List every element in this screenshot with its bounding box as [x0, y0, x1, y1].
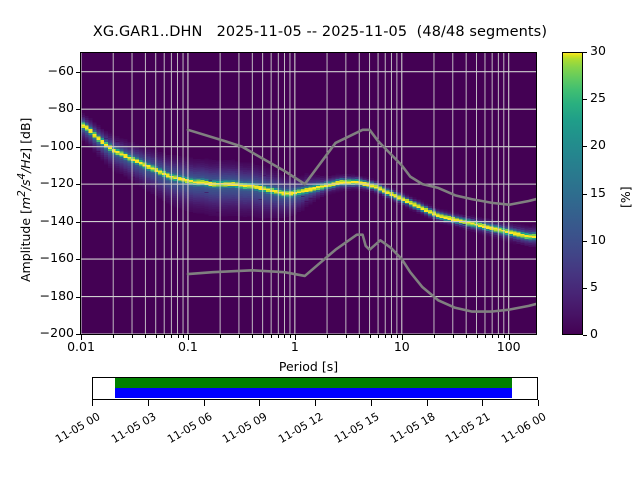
- y-tick-label: −120: [39, 175, 74, 191]
- x-tick-mark: [345, 335, 347, 338]
- y-tick-label: −180: [39, 287, 74, 303]
- y-tick-mark: [76, 184, 80, 186]
- y-tick-mark: [76, 259, 80, 261]
- x-tick-mark: [369, 335, 371, 338]
- x-tick-mark: [378, 335, 380, 338]
- x-tick-mark: [271, 335, 273, 338]
- colorbar-tick-label: 0: [590, 326, 598, 341]
- x-tick-mark: [164, 335, 166, 338]
- x-tick-mark: [484, 335, 486, 338]
- y-tick-mark: [76, 221, 80, 223]
- y-tick-label: −100: [39, 137, 74, 153]
- x-tick-mark: [492, 335, 494, 338]
- timeline-tick-mark: [538, 400, 539, 406]
- y-tick-label: −200: [39, 325, 74, 340]
- y-tick-label: −140: [39, 212, 74, 228]
- colorbar-tick-mark: [583, 99, 587, 101]
- noise-model-nlnm: [186, 233, 536, 313]
- x-tick-mark: [220, 335, 222, 338]
- timeline-tick-mark: [315, 400, 316, 406]
- x-tick-mark: [177, 335, 179, 338]
- colorbar-tick-mark: [583, 193, 587, 195]
- x-tick-mark: [433, 335, 435, 338]
- page-title: XG.GAR1..DHN 2025-11-05 -- 2025-11-05 (4…: [92, 24, 548, 40]
- x-tick-mark: [327, 335, 329, 338]
- x-tick-mark: [113, 335, 115, 338]
- x-tick-mark: [155, 335, 157, 338]
- y-tick-mark: [76, 334, 80, 335]
- x-tick-mark: [183, 335, 185, 338]
- y-tick-mark: [76, 146, 80, 148]
- x-tick-mark: [508, 335, 510, 340]
- x-tick-mark: [81, 335, 82, 340]
- x-tick-label: 1: [290, 339, 299, 354]
- y-tick-label: −80: [47, 100, 74, 116]
- colorbar-tick-label: 15: [590, 184, 606, 200]
- x-tick-mark: [452, 335, 454, 338]
- ppsd-plot-area[interactable]: [80, 52, 537, 335]
- x-tick-mark: [284, 335, 286, 338]
- colorbar[interactable]: [562, 52, 583, 335]
- colorbar-tick-mark: [583, 287, 587, 289]
- x-tick-mark: [498, 335, 500, 338]
- y-tick-mark: [76, 109, 80, 111]
- timeline-tick-mark: [147, 400, 149, 406]
- x-tick-mark: [252, 335, 254, 338]
- x-tick-mark: [294, 335, 296, 340]
- ppsd-canvas: [81, 53, 536, 334]
- timeline-tick-mark: [370, 400, 372, 406]
- colorbar-tick-label: 25: [590, 90, 606, 106]
- x-axis-title: Period [s]: [278, 359, 339, 374]
- timeline-tick-mark: [203, 400, 205, 406]
- colorbar-title: [%]: [618, 185, 633, 208]
- x-tick-mark: [238, 335, 240, 338]
- x-tick-label: 0.1: [177, 339, 198, 354]
- y-tick-mark: [76, 296, 80, 298]
- noise-model-nhnm: [186, 128, 536, 207]
- timeline-segment-data-coverage: [114, 378, 512, 389]
- x-tick-mark: [278, 335, 280, 338]
- colorbar-tick-mark: [583, 52, 587, 53]
- x-tick-mark: [396, 335, 398, 338]
- x-tick-mark: [262, 335, 264, 338]
- colorbar-tick-label: 30: [590, 43, 606, 58]
- colorbar-tick-mark: [583, 146, 587, 148]
- timeline-tick-mark: [482, 400, 484, 406]
- y-tick-label: −60: [47, 62, 74, 78]
- x-tick-mark: [385, 335, 387, 338]
- timeline-segment-psd-segments: [114, 388, 512, 399]
- x-tick-mark: [476, 335, 478, 338]
- timeline-tick-mark: [259, 400, 261, 406]
- colorbar-tick-label: 10: [590, 231, 606, 247]
- x-tick-label: 10: [393, 339, 410, 354]
- x-tick-label: 0.01: [67, 339, 95, 354]
- coverage-timeline[interactable]: [92, 377, 538, 400]
- x-tick-mark: [187, 335, 189, 340]
- x-tick-mark: [132, 335, 134, 338]
- colorbar-tick-label: 5: [590, 278, 598, 294]
- grid-lines: [81, 53, 536, 334]
- timeline-tick-mark: [426, 400, 428, 406]
- x-tick-mark: [503, 335, 505, 338]
- x-tick-mark: [145, 335, 147, 338]
- colorbar-tick-label: 20: [590, 137, 606, 153]
- x-tick-mark: [401, 335, 403, 340]
- x-tick-mark: [466, 335, 468, 338]
- x-tick-mark: [391, 335, 393, 338]
- colorbar-tick-mark: [583, 335, 587, 336]
- x-tick-mark: [359, 335, 361, 338]
- y-tick-label: −160: [39, 250, 74, 266]
- timeline-tick-mark: [92, 400, 93, 406]
- ppsd-histogram: [81, 113, 536, 248]
- colorbar-tick-mark: [583, 240, 587, 242]
- x-tick-mark: [289, 335, 291, 338]
- timeline-date-label: 11-05 00: [53, 410, 103, 446]
- x-tick-mark: [171, 335, 173, 338]
- x-tick-label: 100: [496, 339, 521, 354]
- y-tick-mark: [76, 71, 80, 73]
